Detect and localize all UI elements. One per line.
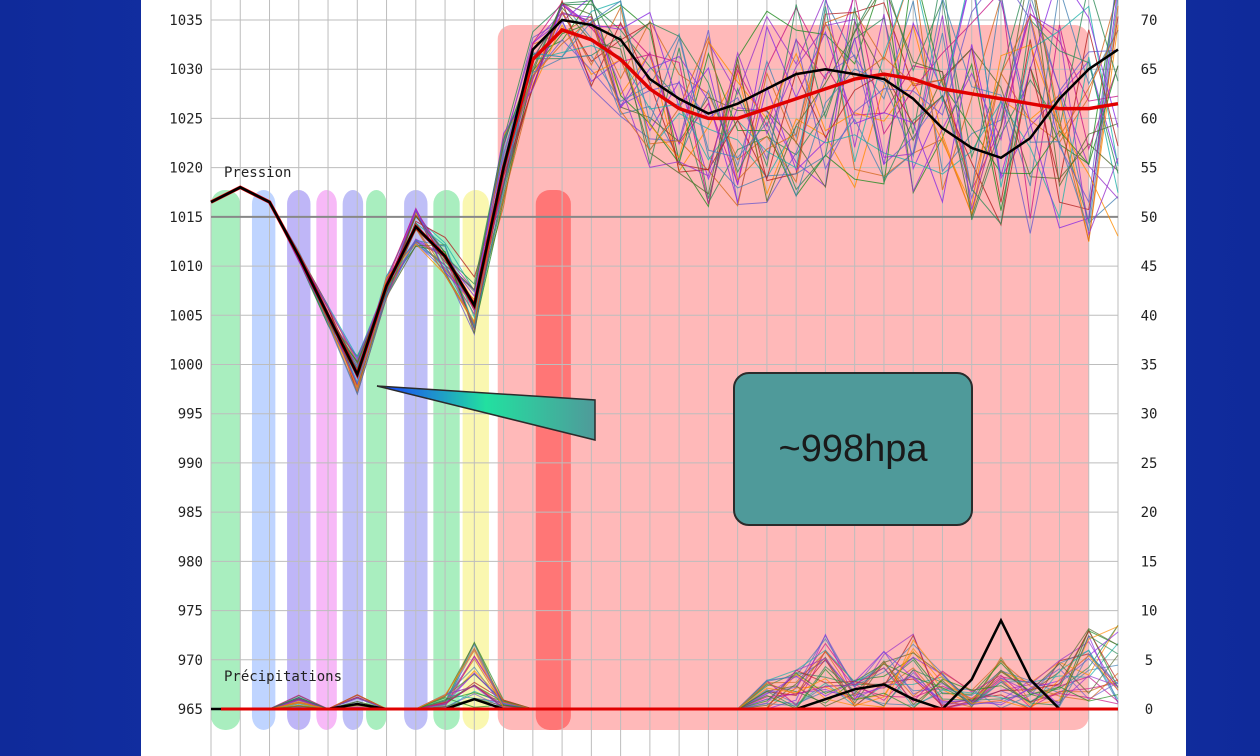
pressure-control-line: [210, 18, 1119, 378]
left-tick-label: 1005: [169, 308, 203, 324]
right-tick-label: 35: [1141, 358, 1158, 374]
right-tick-label: 70: [1141, 13, 1158, 29]
right-tick-label: 45: [1141, 259, 1158, 275]
right-tick-label: 10: [1141, 604, 1158, 620]
highlight-band: [462, 190, 489, 730]
callout-wedge: [376, 385, 596, 441]
left-tick-label: 965: [178, 702, 203, 718]
highlight-band: [342, 190, 364, 730]
highlight-band: [433, 190, 460, 730]
left-tick-label: 1030: [169, 62, 203, 78]
highlight-band: [251, 190, 276, 730]
left-tick-label: 985: [178, 505, 203, 521]
right-tick-label: 60: [1141, 111, 1158, 127]
pressure-series-label: Pression: [224, 165, 291, 181]
left-tick-label: 990: [178, 456, 203, 472]
right-tick-label: 15: [1141, 554, 1158, 570]
ensemble-member-line: [210, 0, 1119, 396]
ensemble-member-line: [210, 0, 1119, 359]
ensemble-member-line: [210, 13, 1119, 361]
right-tick-label: 65: [1141, 62, 1158, 78]
left-axis-ticks: 1035 1030 1025 1020 1015 1010 1005 1000 995 990 98…: [169, 13, 203, 718]
left-tick-label: 995: [178, 407, 203, 423]
right-tick-label: 30: [1141, 407, 1158, 423]
left-tick-label: 1010: [169, 259, 203, 275]
main-series: [210, 18, 1119, 711]
right-tick-label: 55: [1141, 161, 1158, 177]
right-tick-label: 25: [1141, 456, 1158, 472]
right-tick-label: 40: [1141, 308, 1158, 324]
highlight-band: [316, 190, 337, 730]
callout-pointer: [376, 385, 596, 441]
left-tick-label: 1035: [169, 13, 203, 29]
right-tick-label: 5: [1145, 653, 1153, 669]
highlight-band: [535, 190, 571, 730]
right-tick-label: 20: [1141, 505, 1158, 521]
right-tick-label: 0: [1145, 702, 1153, 718]
left-tick-label: 1020: [169, 161, 203, 177]
left-tick-label: 970: [178, 653, 203, 669]
ensemble-member-line: [210, 0, 1115, 385]
precip-series-label: Précipitations: [224, 669, 342, 685]
left-tick-label: 1000: [169, 358, 203, 374]
ensemble-pressure-chart: 1035103010251020101510101005100099599098…: [169, 0, 1158, 756]
annotation-text: ~998hpa: [778, 427, 928, 470]
highlight-band: [366, 190, 387, 730]
left-tick-label: 1025: [169, 111, 203, 127]
ensemble-member-line: [210, 0, 1119, 363]
right-tick-label: 50: [1141, 210, 1158, 226]
left-tick-label: 975: [178, 604, 203, 620]
ensemble-member-line: [210, 14, 1119, 395]
annotation-callout: ~998hpa: [733, 372, 973, 526]
left-tick-label: 1015: [169, 210, 203, 226]
highlight-band: [211, 190, 241, 730]
left-tick-label: 980: [178, 554, 203, 570]
chart-frame: 1035 1030 1025 1020 1015 1010 1005 1000 995 990 98…: [141, 0, 1186, 756]
ensemble-member-line: [210, 0, 1119, 365]
